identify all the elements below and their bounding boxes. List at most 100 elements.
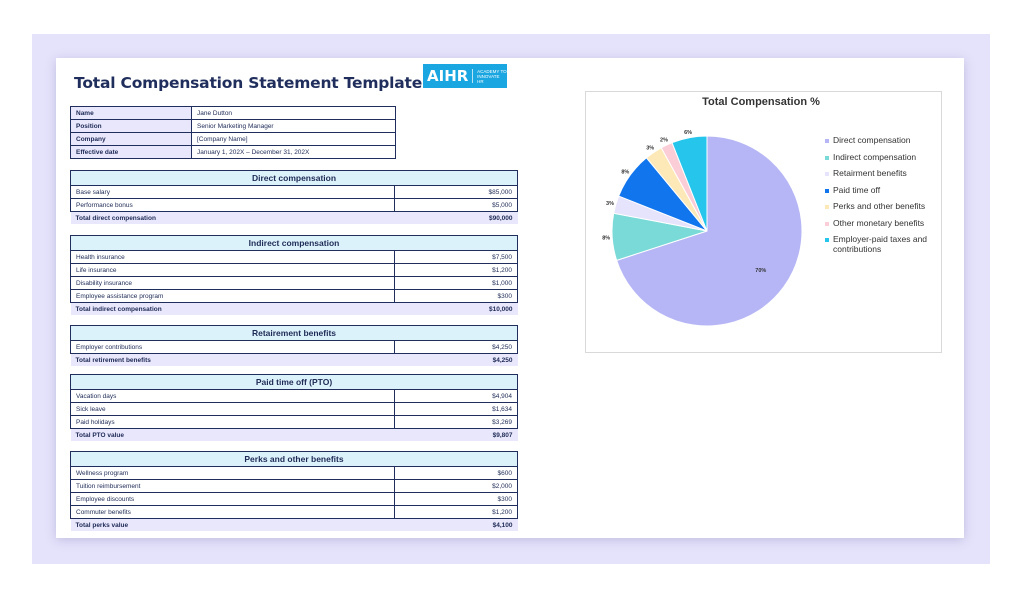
row-label: Employee discounts — [70, 492, 395, 506]
total-label: Total PTO value — [70, 428, 395, 441]
legend-label: Employer-paid taxes and contributions — [833, 234, 928, 254]
logo-divider — [472, 69, 474, 83]
info-row: Effective date January 1, 202X – Decembe… — [70, 145, 396, 159]
row-value: $1,200 — [394, 263, 518, 277]
row-value: $4,250 — [394, 340, 518, 354]
document-title: Total Compensation Statement Template — [74, 74, 423, 92]
row-value: $4,904 — [394, 389, 518, 403]
table-row: Vacation days $4,904 — [70, 389, 518, 403]
table-row: Performance bonus $5,000 — [70, 198, 518, 212]
total-value: $90,000 — [394, 211, 518, 224]
employee-info-table: Name Jane Dutton Position Senior Marketi… — [70, 106, 396, 159]
pie-slice-label: 70% — [755, 268, 766, 274]
total-row: Total retirement benefits $4,250 — [70, 353, 518, 366]
pie-slice-label: 8% — [602, 235, 610, 241]
section-header: Paid time off (PTO) — [70, 374, 518, 390]
row-value: $7,500 — [394, 250, 518, 264]
info-label: Company — [70, 132, 192, 146]
legend-label: Paid time off — [833, 184, 881, 195]
table-row: Disability insurance $1,000 — [70, 276, 518, 290]
table-row: Sick leave $1,634 — [70, 402, 518, 416]
row-label: Life insurance — [70, 263, 395, 277]
total-value: $4,100 — [394, 518, 518, 531]
info-value: January 1, 202X – December 31, 202X — [191, 145, 396, 159]
total-value: $9,807 — [394, 428, 518, 441]
table-row: Paid holidays $3,269 — [70, 415, 518, 429]
row-label: Paid holidays — [70, 415, 395, 429]
row-value: $1,200 — [394, 505, 518, 519]
total-value: $10,000 — [394, 302, 518, 315]
legend-item: Other monetary benefits — [825, 218, 937, 229]
legend-swatch — [825, 139, 829, 143]
legend-swatch — [825, 238, 829, 242]
pie-slice-label: 2% — [660, 138, 668, 144]
row-label: Health insurance — [70, 250, 395, 264]
legend-item: Paid time off — [825, 184, 937, 196]
info-label: Position — [70, 119, 192, 133]
legend-swatch — [825, 188, 829, 193]
aihr-logo: AIHR Academy to Innovate HR — [423, 64, 507, 88]
row-value: $5,000 — [394, 198, 518, 212]
logo-tagline: Academy to Innovate HR — [477, 68, 507, 84]
info-row: Name Jane Dutton — [70, 106, 396, 120]
total-row: Total perks value $4,100 — [70, 518, 518, 531]
legend-item: Perks and other benefits — [825, 201, 937, 212]
row-value: $300 — [394, 289, 518, 303]
section-header: Indirect compensation — [70, 235, 518, 251]
row-value: $2,000 — [394, 479, 518, 493]
statement-sheet: Total Compensation Statement Template AI… — [56, 58, 964, 538]
total-row: Total PTO value $9,807 — [70, 428, 518, 441]
row-value: $3,269 — [394, 415, 518, 429]
row-value: $600 — [394, 466, 518, 480]
row-label: Tuition reimbursement — [70, 479, 395, 493]
legend-swatch — [825, 172, 829, 176]
info-label: Effective date — [70, 145, 192, 159]
row-label: Disability insurance — [70, 276, 395, 290]
legend-label: Indirect compensation — [833, 151, 917, 162]
row-label: Base salary — [70, 185, 395, 199]
table-row: Wellness program $600 — [70, 466, 518, 480]
section-header: Perks and other benefits — [70, 451, 518, 467]
pie-chart: Total Compensation % 70% 8% 3% 8% 3% 2% 6% Dir… — [585, 91, 942, 353]
pie-slice-0 — [616, 135, 803, 327]
legend-label: Perks and other benefits — [833, 201, 926, 211]
table-row: Commuter benefits $1,200 — [70, 505, 518, 519]
info-row: Company [Company Name] — [70, 132, 396, 146]
section-header: Direct compensation — [70, 170, 518, 186]
info-value: Jane Dutton — [191, 106, 396, 120]
table-row: Employee discounts $300 — [70, 492, 518, 506]
row-value: $1,634 — [394, 402, 518, 416]
pie-slice-label: 8% — [621, 170, 629, 176]
table-row: Base salary $85,000 — [70, 185, 518, 199]
legend-item: Direct compensation — [825, 135, 937, 146]
perks-benefits-table: Perks and other benefits Wellness progra… — [70, 451, 518, 531]
table-row: Health insurance $7,500 — [70, 250, 518, 264]
total-label: Total perks value — [70, 518, 395, 531]
row-label: Employee assistance program — [70, 289, 395, 303]
row-value: $1,000 — [394, 276, 518, 290]
row-label: Commuter benefits — [70, 505, 395, 519]
info-value: [Company Name] — [191, 132, 396, 146]
info-row: Position Senior Marketing Manager — [70, 119, 396, 133]
total-label: Total retirement benefits — [70, 353, 395, 366]
legend-item: Retairment benefits — [825, 168, 937, 179]
pie-slice-label: 3% — [606, 201, 614, 207]
legend-label: Direct compensation — [833, 135, 911, 145]
table-row: Tuition reimbursement $2,000 — [70, 479, 518, 493]
row-value: $85,000 — [394, 185, 518, 199]
direct-compensation-table: Direct compensation Base salary $85,000 … — [70, 170, 518, 224]
table-row: Life insurance $1,200 — [70, 263, 518, 277]
chart-title: Total Compensation % — [702, 96, 820, 108]
legend-swatch — [825, 155, 829, 160]
total-value: $4,250 — [394, 353, 518, 366]
legend-swatch — [825, 205, 829, 209]
row-value: $300 — [394, 492, 518, 506]
total-label: Total direct compensation — [70, 211, 395, 224]
legend-swatch — [825, 221, 829, 226]
row-label: Employer contributions — [70, 340, 395, 354]
pie-chart-svg: 70% 8% 3% 8% 3% 2% 6% — [602, 130, 803, 327]
table-row: Employee assistance program $300 — [70, 289, 518, 303]
table-row: Employer contributions $4,250 — [70, 340, 518, 354]
info-label: Name — [70, 106, 192, 120]
row-label: Sick leave — [70, 402, 395, 416]
